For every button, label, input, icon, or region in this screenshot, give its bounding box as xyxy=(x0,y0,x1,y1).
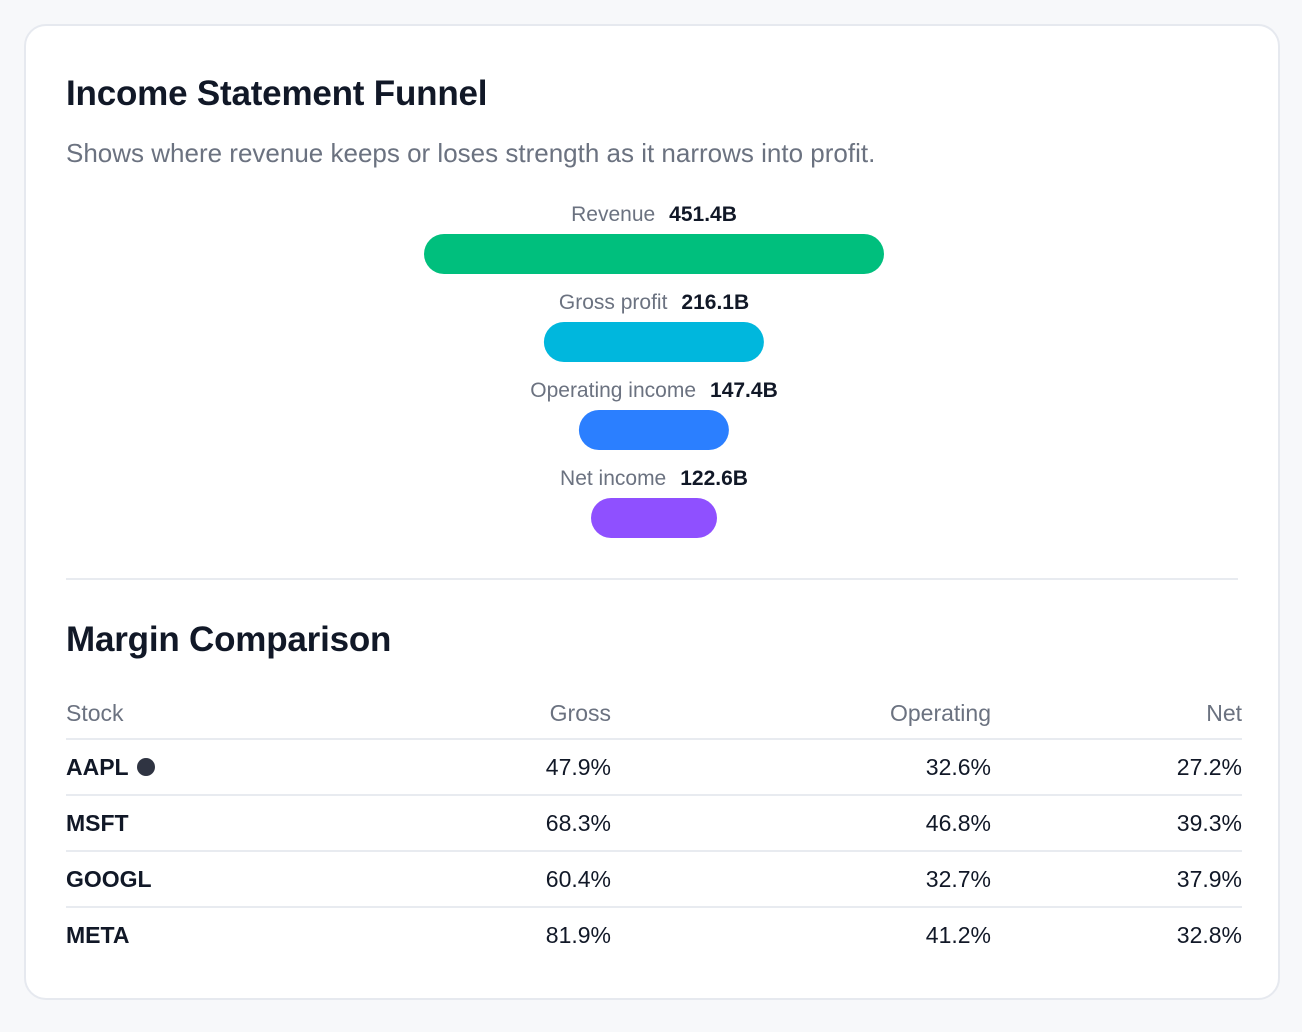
gross-margin-cell-text: 47.9% xyxy=(545,753,611,780)
margin-table: Stock Gross Operating Net AAPL 47.9% 32.6%… xyxy=(66,688,1242,962)
margin-table-body: AAPL 47.9% 32.6% 27.2% MSFT 68.3% 46.8% 39.3% GO… xyxy=(66,739,1242,962)
margin-table-header: Stock Gross Operating Net xyxy=(66,688,1242,740)
operating-margin-cell-text: 46.8% xyxy=(925,809,991,836)
section-divider xyxy=(66,578,1238,580)
funnel-stage-value: 147.4B xyxy=(710,379,778,402)
stock-cell-text: AAPL xyxy=(66,753,129,780)
column-header-net: Net xyxy=(991,688,1242,740)
column-header-operating: Operating xyxy=(611,688,991,740)
funnel-bar xyxy=(591,498,717,538)
funnel-stage-name: Revenue xyxy=(571,203,656,226)
gross-margin-cell: 60.4% xyxy=(366,851,611,908)
net-margin-cell-text: 37.9% xyxy=(1176,865,1242,892)
stock-cell-text: GOOGL xyxy=(66,865,152,892)
stock-cell: GOOGL xyxy=(66,851,366,908)
funnel-bar xyxy=(424,234,884,274)
table-row[interactable]: GOOGL 60.4% 32.7% 37.9% xyxy=(66,851,1242,908)
gross-margin-cell-text: 81.9% xyxy=(545,921,611,948)
net-margin-cell-text: 39.3% xyxy=(1176,809,1242,836)
funnel-stage-label: Net income 122.6B xyxy=(26,466,1282,492)
operating-margin-cell: 32.6% xyxy=(611,739,991,796)
table-row[interactable]: MSFT 68.3% 46.8% 39.3% xyxy=(66,795,1242,852)
funnel-bar xyxy=(543,322,765,362)
funnel-stage-name: Operating income xyxy=(530,379,697,402)
gross-margin-cell: 47.9% xyxy=(366,739,611,796)
operating-margin-cell-text: 32.7% xyxy=(925,865,991,892)
table-row[interactable]: AAPL 47.9% 32.6% 27.2% xyxy=(66,739,1242,796)
operating-margin-cell-text: 32.6% xyxy=(925,753,991,780)
gross-margin-cell-text: 60.4% xyxy=(545,865,611,892)
funnel-stage: Gross profit 216.1B xyxy=(26,290,1282,378)
funnel-stage-label: Revenue 451.4B xyxy=(26,202,1282,228)
funnel-stage-value: 122.6B xyxy=(680,467,748,490)
column-header-stock: Stock xyxy=(66,688,366,740)
funnel-bar xyxy=(578,410,730,450)
operating-margin-cell: 32.7% xyxy=(611,851,991,908)
net-margin-cell: 27.2% xyxy=(991,739,1242,796)
funnel-subtitle: Shows where revenue keeps or loses stren… xyxy=(66,138,876,168)
funnel-title: Income Statement Funnel xyxy=(66,74,488,113)
net-margin-cell-text: 32.8% xyxy=(1176,921,1242,948)
stock-cell: META xyxy=(66,907,366,962)
column-header-gross: Gross xyxy=(366,688,611,740)
net-margin-cell: 37.9% xyxy=(991,851,1242,908)
income-funnel-card: Income Statement Funnel Shows where reve… xyxy=(24,24,1280,1000)
gross-margin-cell: 68.3% xyxy=(366,795,611,852)
net-margin-cell: 39.3% xyxy=(991,795,1242,852)
selected-indicator-icon xyxy=(136,757,155,776)
table-row[interactable]: META 81.9% 41.2% 32.8% xyxy=(66,907,1242,962)
gross-margin-cell-text: 68.3% xyxy=(545,809,611,836)
funnel-stage-name: Net income xyxy=(560,467,667,490)
funnel-chart: Revenue 451.4B Gross profit 216.1B Operating… xyxy=(26,202,1282,562)
funnel-stage: Operating income 147.4B xyxy=(26,378,1282,466)
operating-margin-cell: 46.8% xyxy=(611,795,991,852)
margin-comparison-title: Margin Comparison xyxy=(66,620,392,659)
funnel-stage: Net income 122.6B xyxy=(26,466,1282,554)
funnel-stage: Revenue 451.4B xyxy=(26,202,1282,290)
funnel-stage-label: Operating income 147.4B xyxy=(26,378,1282,404)
operating-margin-cell-text: 41.2% xyxy=(925,921,991,948)
net-margin-cell-text: 27.2% xyxy=(1176,753,1242,780)
funnel-stage-value: 216.1B xyxy=(681,291,750,314)
funnel-stage-value: 451.4B xyxy=(669,203,737,226)
stock-cell-text: META xyxy=(66,921,130,948)
funnel-stage-name: Gross profit xyxy=(558,291,668,314)
gross-margin-cell: 81.9% xyxy=(366,907,611,962)
operating-margin-cell: 41.2% xyxy=(611,907,991,962)
stock-cell-text: MSFT xyxy=(66,809,129,836)
stock-cell: MSFT xyxy=(66,795,366,852)
net-margin-cell: 32.8% xyxy=(991,907,1242,962)
funnel-stage-label: Gross profit 216.1B xyxy=(26,290,1282,316)
stock-cell: AAPL xyxy=(66,739,366,796)
